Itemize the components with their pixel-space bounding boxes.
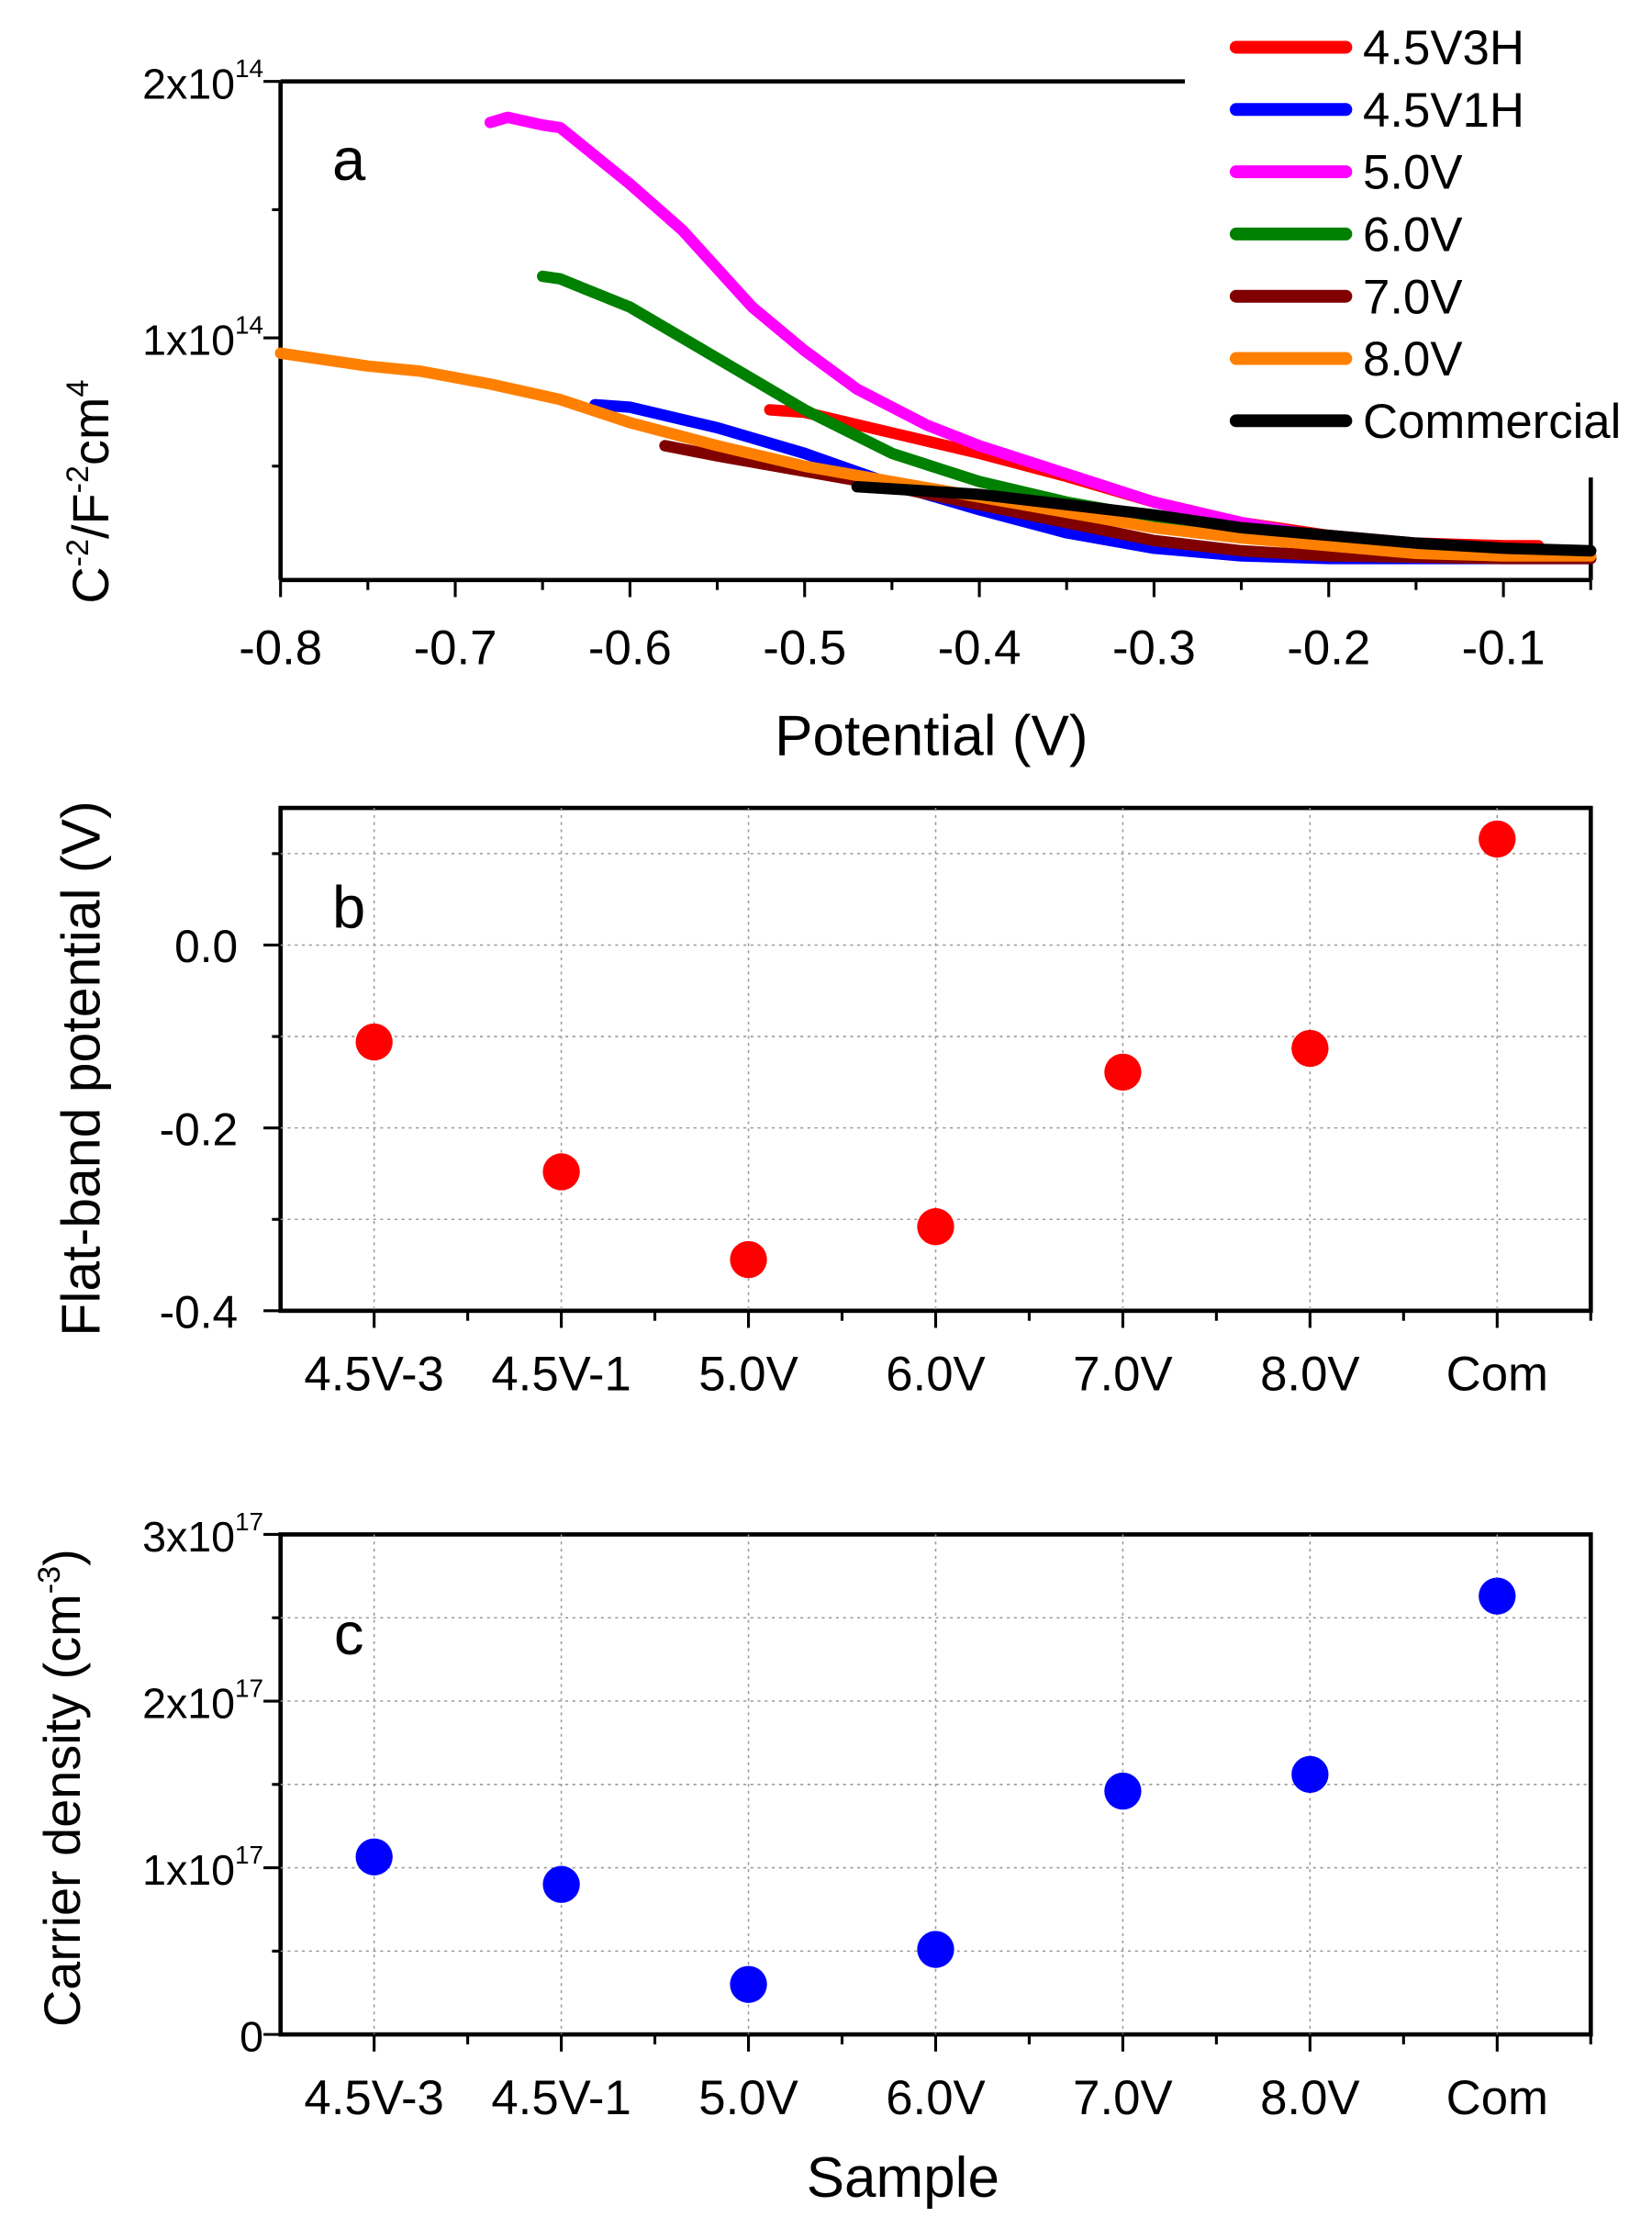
a-y-tick-label-exponent: 14 (235, 310, 263, 339)
a-x-tick-label: -0.3 (1112, 621, 1196, 675)
b-x-tick-label: 6.0V (886, 1348, 986, 1402)
legend-label: 4.5V1H (1363, 84, 1524, 138)
a-ylabel-part: cm (61, 397, 119, 465)
c-y-tick-label: 2x1017 (142, 1674, 263, 1727)
c-y-axis-title: Carrier density (cm-3) (32, 1549, 91, 2027)
c-ylabel-part: ) (33, 1549, 91, 1566)
c-x-tick-label: 4.5V-3 (304, 2071, 444, 2125)
legend-label: 6.0V (1363, 208, 1463, 263)
c-y-tick-label: 1x1017 (142, 1841, 263, 1894)
a-x-tick-label: -0.6 (588, 621, 672, 675)
b-data-point-4.5v-1 (542, 1153, 580, 1191)
c-x-tick-label: 4.5V-1 (491, 2071, 631, 2125)
c-data-point-com (1479, 1577, 1516, 1615)
a-y-tick-label: 2x1014 (142, 54, 263, 107)
c-data-point-5.0v (730, 1965, 767, 2003)
b-x-tick-label: 4.5V-1 (491, 1348, 631, 1402)
a-ylabel-sup: 4 (61, 380, 95, 397)
c-data-point-4.5v-1 (542, 1865, 580, 1903)
b-x-tick-label: 5.0V (698, 1348, 798, 1402)
b-panel-label: b (332, 873, 365, 940)
c-y-tick-label-mantissa: 2x10 (142, 1680, 235, 1728)
c-x-tick-label: 6.0V (886, 2071, 986, 2125)
a-ylabel-part: C (61, 566, 119, 603)
c-x-tick-label: 5.0V (698, 2071, 798, 2125)
a-x-tick-label: -0.2 (1287, 621, 1370, 675)
a-ylabel-sup: -2 (61, 539, 95, 566)
c-data-point-6.0v (917, 1931, 954, 1968)
b-y-axis-title: Flat-band potential (V) (52, 801, 112, 1336)
c-data-point-8.0v (1291, 1755, 1329, 1794)
series-line-commercial (851, 480, 1597, 557)
c-data-point-4.5v-3 (355, 1838, 393, 1875)
series-line-8.0v (274, 347, 1597, 562)
c-ylabel-sup: -3 (32, 1566, 67, 1594)
c-ylabel-part: Carrier density (cm (33, 1594, 91, 2027)
b-data-point-8.0v (1291, 1029, 1329, 1068)
c-y-tick-label-mantissa: 3x10 (142, 1513, 235, 1561)
c-y-tick-label-mantissa: 1x10 (142, 1846, 235, 1894)
legend-label: 8.0V (1363, 332, 1463, 386)
series-line-7.0v (659, 440, 1597, 565)
c-y-tick-label: 0 (240, 2013, 263, 2061)
c-x-tick-label: Com (1446, 2071, 1548, 2125)
c-x-tick-label: 8.0V (1260, 2071, 1360, 2125)
b-x-tick-label: 4.5V-3 (304, 1348, 444, 1402)
a-ylabel-part: /F (61, 493, 119, 539)
c-data-point-7.0v (1104, 1772, 1142, 1810)
a-x-tick-label: -0.5 (763, 621, 846, 675)
b-data-point-7.0v (1104, 1053, 1142, 1092)
b-data-point-6.0v (917, 1208, 954, 1246)
c-y-tick-label-mantissa: 0 (240, 2013, 263, 2061)
a-x-tick-label: -0.4 (938, 621, 1021, 675)
legend-label: 4.5V3H (1363, 21, 1524, 75)
b-x-tick-label: 8.0V (1260, 1348, 1360, 1402)
legend-label: 7.0V (1363, 270, 1463, 324)
a-y-tick-label-mantissa: 1x10 (142, 317, 235, 364)
a-x-tick-label: -0.7 (414, 621, 497, 675)
b-x-tick-label: 7.0V (1073, 1348, 1173, 1402)
c-y-tick-label: 3x1017 (142, 1507, 263, 1561)
a-y-tick-label: 1x1014 (142, 310, 263, 364)
c-y-tick-label-exponent: 17 (235, 1507, 263, 1536)
a-y-tick-label-mantissa: 2x10 (142, 60, 235, 107)
b-y-tick-label: 0.0 (174, 921, 238, 972)
a-panel-label: a (332, 126, 366, 193)
c-y-tick-label-exponent: 17 (235, 1841, 263, 1869)
c-panel-label: c (334, 1600, 364, 1667)
legend-label: Commercial (1363, 395, 1621, 449)
b-data-point-5.0v (730, 1240, 767, 1279)
a-x-axis-title: Potential (V) (775, 705, 1088, 768)
c-x-axis-title: Sample (807, 2146, 999, 2210)
b-x-tick-label: Com (1446, 1348, 1548, 1402)
c-y-tick-label-exponent: 17 (235, 1674, 263, 1702)
b-y-tick-label: -0.4 (160, 1286, 239, 1338)
legend-label: 5.0V (1363, 146, 1463, 200)
a-ylabel-sup: -2 (61, 465, 95, 493)
b-data-point-4.5v-3 (355, 1023, 393, 1061)
a-y-tick-label-exponent: 14 (235, 54, 263, 83)
a-x-tick-label: -0.8 (239, 621, 322, 675)
b-y-tick-label: -0.2 (160, 1103, 239, 1155)
c-x-tick-label: 7.0V (1073, 2071, 1173, 2125)
b-data-point-com (1479, 820, 1516, 858)
a-y-axis-title: C-2/F-2cm4 (61, 380, 119, 604)
a-x-tick-label: -0.1 (1462, 621, 1546, 675)
